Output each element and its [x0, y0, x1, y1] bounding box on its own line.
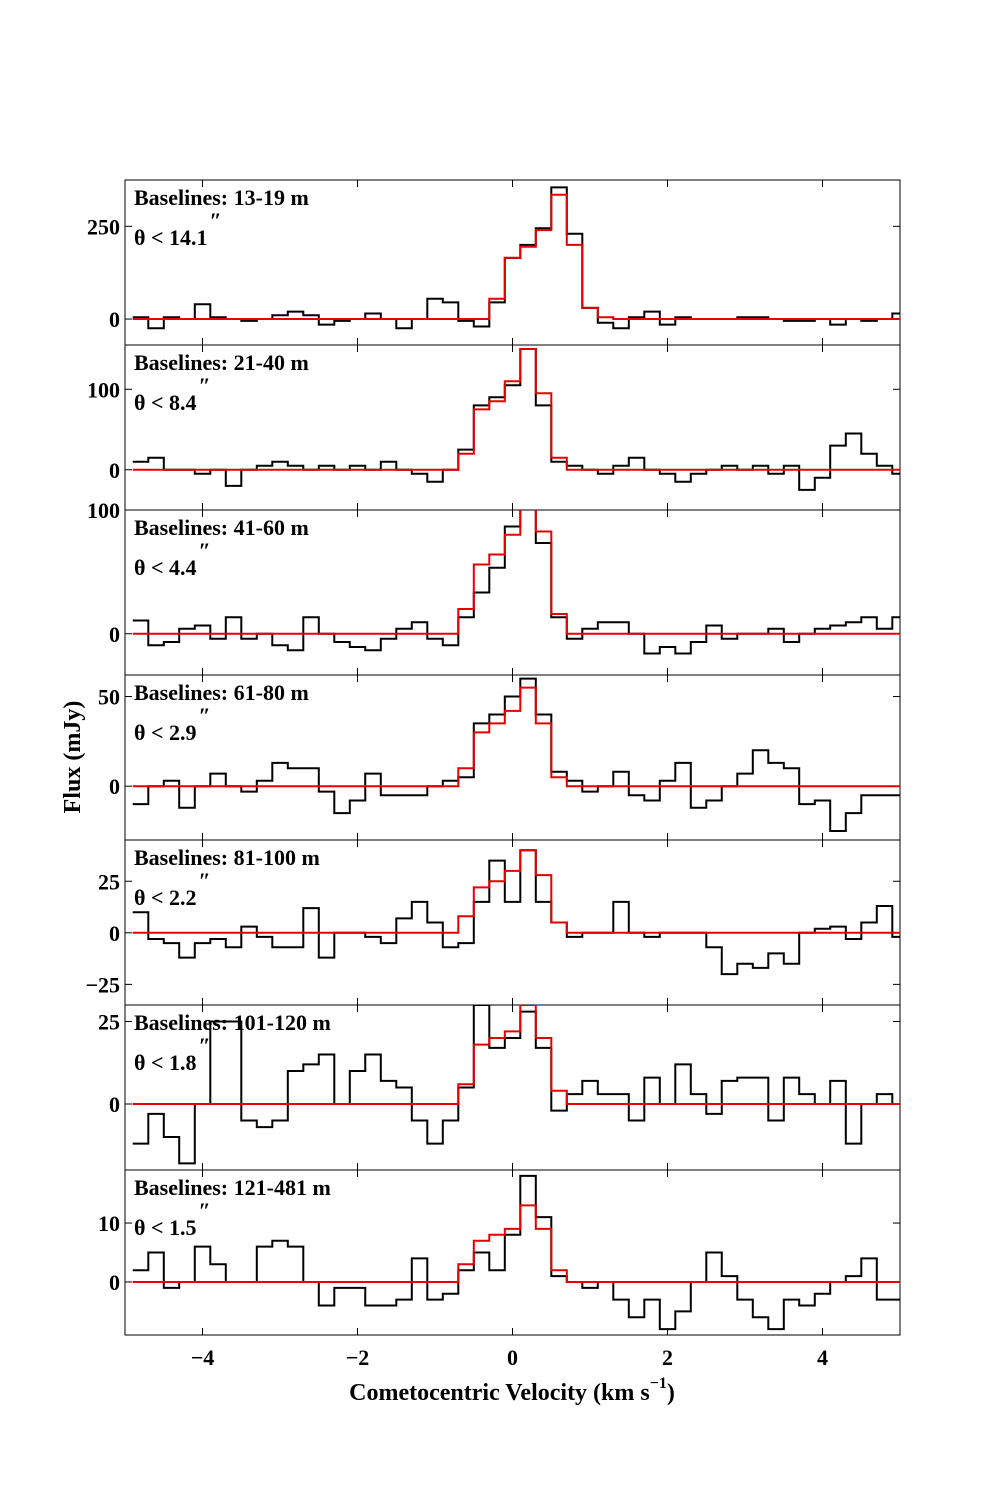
- panel-1: 0 250 Baselines: 13-19 m θ < 14.1″: [87, 179, 901, 346]
- series-group: [132, 510, 900, 655]
- baselines-label: Baselines: 61-80 m: [134, 680, 309, 705]
- series-group: [132, 348, 900, 491]
- x-axis-label: Cometocentric Velocity (km s−1): [349, 1375, 675, 1406]
- theta-label: θ < 8.4: [134, 390, 197, 415]
- y-tick-label-top: 100: [87, 498, 120, 523]
- baselines-label: Baselines: 101-120 m: [134, 1010, 331, 1035]
- arcsec-symbol: ″: [199, 1198, 211, 1223]
- baselines-label: Baselines: 41-60 m: [134, 515, 309, 540]
- x-axis-label-close: ): [667, 1380, 675, 1406]
- y-tick-label: 25: [98, 869, 120, 894]
- baselines-label: Baselines: 81-100 m: [134, 845, 320, 870]
- y-tick-label: 0: [109, 1092, 120, 1117]
- y-tick-label: 0: [109, 1270, 120, 1295]
- y-tick-label: 0: [109, 921, 120, 946]
- series-group: [132, 1174, 900, 1331]
- baselines-label: Baselines: 121-481 m: [134, 1175, 331, 1200]
- x-axis-label-text: Cometocentric Velocity (km s: [349, 1380, 650, 1406]
- series-group: [132, 677, 900, 832]
- y-tick-label: 0: [109, 622, 120, 647]
- theta-label: θ < 4.4: [134, 555, 197, 580]
- theta-label: θ < 2.9: [134, 720, 197, 745]
- x-tick-label: −4: [191, 1345, 215, 1370]
- baselines-label: Baselines: 13-19 m: [134, 185, 309, 210]
- panel-7: −4 −2 0 2 4 0 10 Baselines: 121-481 m θ < 1.5″: [98, 1169, 901, 1370]
- x-tick-label: −2: [346, 1345, 370, 1370]
- baselines-label: Baselines: 21-40 m: [134, 350, 309, 375]
- model-spectrum-line: [132, 193, 900, 320]
- panel-6: 0 25 Baselines: 101-120 m θ < 1.8″: [98, 1004, 901, 1171]
- model-spectrum-line: [132, 510, 900, 635]
- panel-5: −25 0 25 Baselines: 81-100 m θ < 2.2″: [85, 839, 901, 1006]
- arcsec-symbol: ″: [199, 868, 211, 893]
- x-tick-label: 0: [507, 1345, 518, 1370]
- theta-label: θ < 2.2: [134, 885, 197, 910]
- arcsec-symbol: ″: [210, 208, 222, 233]
- y-tick-label: −25: [85, 972, 120, 997]
- y-tick-label: 100: [87, 377, 120, 402]
- y-tick-label: 0: [109, 307, 120, 332]
- series-group: [132, 849, 900, 976]
- series-group: [132, 186, 900, 330]
- y-tick-label: 50: [98, 685, 120, 710]
- y-tick-label: 10: [98, 1211, 120, 1236]
- model-spectrum-line: [132, 849, 900, 934]
- y-axis-label: Flux (mJy): [60, 701, 86, 814]
- y-tick-label: 0: [109, 774, 120, 799]
- model-spectrum-line: [132, 1204, 900, 1283]
- model-spectrum-line: [132, 686, 900, 788]
- x-axis-label-exponent: −1: [650, 1375, 667, 1392]
- arcsec-symbol: ″: [199, 703, 211, 728]
- theta-label: θ < 1.8: [134, 1050, 197, 1075]
- panel-2: 0 100 Baselines: 21-40 m θ < 8.4″: [87, 344, 901, 511]
- y-tick-label: 0: [109, 458, 120, 483]
- panel-4: 0 50 Baselines: 61-80 m θ < 2.9″: [98, 674, 901, 841]
- model-spectrum-line: [132, 1005, 900, 1105]
- theta-label: θ < 14.1: [134, 225, 208, 250]
- arcsec-symbol: ″: [199, 373, 211, 398]
- theta-label: θ < 1.5: [134, 1215, 197, 1240]
- x-tick-label: 2: [662, 1345, 673, 1370]
- x-tick-label: 4: [817, 1345, 828, 1370]
- observed-spectrum-line: [132, 1005, 900, 1165]
- observed-spectrum-line: [132, 1174, 900, 1331]
- arcsec-symbol: ″: [199, 538, 211, 563]
- observed-spectrum-line: [132, 677, 900, 832]
- panel-3: 0 100 Baselines: 41-60 m θ < 4.4″: [87, 498, 901, 676]
- series-group: [132, 1005, 900, 1165]
- y-tick-label: 250: [87, 214, 120, 239]
- y-tick-label: 25: [98, 1010, 120, 1035]
- model-spectrum-line: [132, 348, 900, 471]
- observed-spectrum-line: [132, 510, 900, 655]
- arcsec-symbol: ″: [199, 1033, 211, 1058]
